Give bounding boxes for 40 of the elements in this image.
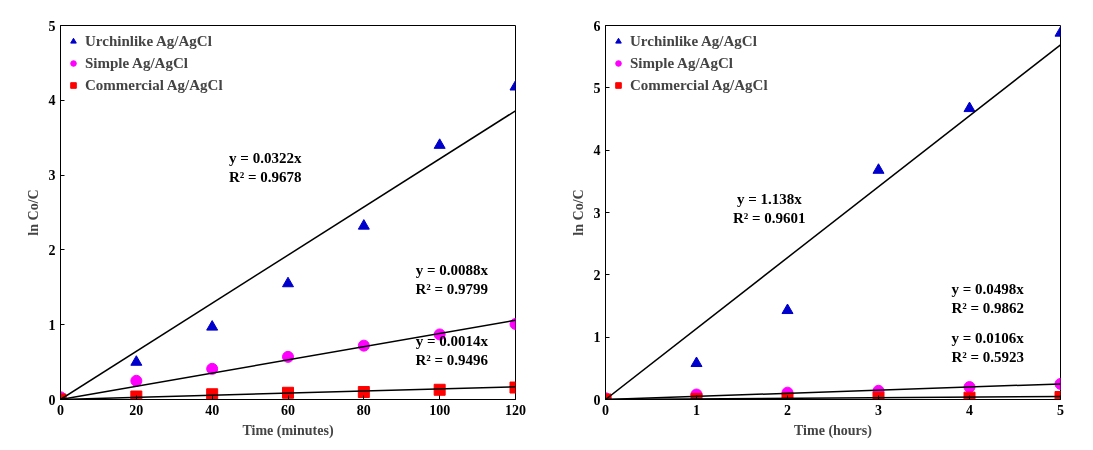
- y-tick-label: 3: [593, 205, 601, 221]
- y-tick-label: 6: [593, 18, 601, 34]
- y-tick-label: 0: [48, 392, 56, 408]
- legend-label: Simple Ag/AgCl: [630, 54, 733, 72]
- x-tick-label: 100: [429, 402, 451, 418]
- annotation: y = 0.0322x R² = 0.9678: [228, 150, 302, 186]
- y-tick-label: 2: [593, 267, 601, 283]
- annotation: y = 0.0088x R² = 0.9799: [415, 262, 489, 298]
- y-tick-label: 5: [48, 18, 56, 34]
- annotation: y = 0.0498x R² = 0.9862: [951, 280, 1025, 317]
- annotation: y = 1.138x R² = 0.9601: [732, 191, 806, 227]
- legend-label: Urchinlike Ag/AgCl: [630, 32, 757, 50]
- annotation: y = 0.0014x R² = 0.9496: [415, 333, 489, 369]
- x-tick-label: 40: [205, 402, 220, 418]
- y-tick-label: 1: [48, 317, 56, 333]
- y-tick-label: 4: [48, 93, 56, 109]
- x-tick-label: 60: [281, 402, 295, 418]
- y-axis-title: ln Co/C: [570, 189, 586, 236]
- y-tick-label: 0: [593, 392, 601, 408]
- x-tick-label: 5: [1057, 402, 1064, 418]
- x-tick-label: 120: [505, 402, 526, 418]
- annotation: y = 0.0106x R² = 0.5923: [951, 329, 1025, 365]
- y-tick-label: 5: [593, 80, 601, 96]
- legend-label: Simple Ag/AgCl: [85, 54, 188, 72]
- x-tick-label: 4: [966, 402, 973, 418]
- x-tick-label: 20: [129, 402, 144, 418]
- x-tick-label: 80: [356, 402, 371, 418]
- y-tick-label: 3: [48, 168, 56, 184]
- y-tick-label: 1: [593, 330, 601, 346]
- y-axis-title: ln Co/C: [25, 189, 41, 236]
- legend-label: Commercial Ag/AgCl: [85, 76, 223, 94]
- x-tick-label: 1: [693, 402, 700, 418]
- legend-label: Commercial Ag/AgCl: [630, 76, 768, 94]
- y-tick-label: 2: [48, 242, 56, 258]
- x-axis-title: Time (minutes): [242, 422, 334, 439]
- x-tick-label: 3: [875, 402, 882, 418]
- legend-label: Urchinlike Ag/AgCl: [85, 32, 212, 50]
- x-tick-label: 2: [784, 402, 791, 418]
- y-tick-label: 4: [593, 143, 601, 159]
- x-axis-title: Time (hours): [794, 422, 873, 439]
